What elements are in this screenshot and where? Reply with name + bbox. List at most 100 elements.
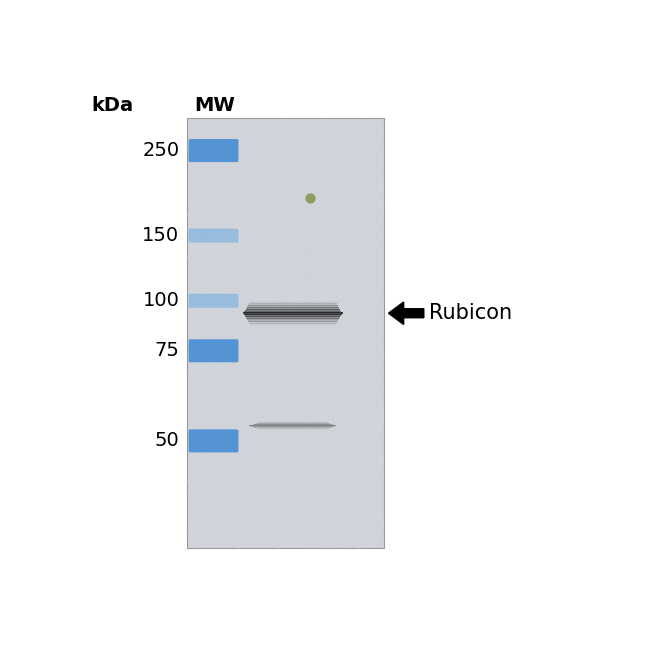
Point [377,220,387,230]
Point [261,265,272,276]
Point [364,469,374,480]
Point [283,215,293,226]
Bar [249,322,337,324]
Point [354,222,365,232]
Point [259,258,269,268]
Point [348,503,359,514]
Point [361,485,372,495]
Point [272,220,283,230]
Point [285,183,296,193]
Point [248,136,259,146]
Point [345,171,356,181]
Point [183,463,193,473]
Point [216,122,227,133]
Point [193,309,203,319]
Point [291,127,301,138]
Point [369,113,379,124]
Point [243,361,254,372]
Point [298,254,309,265]
Bar [250,325,335,326]
Point [292,384,302,394]
Point [213,460,224,471]
Point [264,443,274,454]
Point [252,476,263,487]
Point [252,346,263,356]
Point [357,349,367,359]
Point [267,190,278,200]
Point [316,291,326,302]
Point [228,536,239,547]
Point [349,229,359,240]
Point [250,172,261,183]
Point [255,304,265,315]
Point [271,424,281,434]
Point [317,396,327,406]
Point [324,193,335,203]
Point [198,144,208,154]
Point [375,335,385,346]
Point [268,234,278,244]
Point [352,516,362,526]
Point [246,250,256,261]
Point [332,283,342,294]
Point [365,221,376,231]
Point [258,201,268,211]
Point [378,151,388,162]
Bar [246,308,339,309]
Point [296,285,307,296]
Point [236,522,246,532]
Point [367,139,377,150]
Point [224,459,235,469]
Point [235,151,245,162]
Point [376,188,386,198]
Point [358,174,369,184]
Point [276,432,286,443]
Point [184,270,194,280]
Point [318,454,329,465]
Point [254,224,265,234]
Point [344,519,354,530]
Point [311,460,321,471]
Point [203,447,213,457]
Point [197,271,207,281]
Point [218,252,228,263]
Point [195,259,205,270]
Point [325,269,335,280]
Point [254,408,265,418]
Point [318,291,328,302]
Point [378,350,389,360]
Point [259,413,269,423]
Point [298,540,309,551]
Point [270,521,281,532]
Point [237,193,248,203]
Point [263,124,274,135]
Point [268,411,278,421]
Point [339,381,349,391]
Point [363,410,374,421]
Point [210,292,220,303]
Point [217,162,228,172]
Point [281,144,291,155]
Point [332,366,342,376]
Point [190,422,201,433]
Point [209,264,219,274]
Point [282,540,293,551]
Point [260,402,270,412]
Point [371,526,382,537]
Point [272,367,282,377]
Point [312,221,322,231]
Point [201,513,211,523]
Point [202,272,212,283]
Point [276,114,287,125]
Point [348,348,358,358]
Point [368,264,378,274]
Point [358,381,368,391]
Point [276,372,286,382]
Point [211,311,222,322]
Point [222,255,233,266]
Point [378,200,389,210]
Point [359,405,369,415]
Point [367,466,378,476]
Point [284,292,294,303]
Point [270,241,281,252]
